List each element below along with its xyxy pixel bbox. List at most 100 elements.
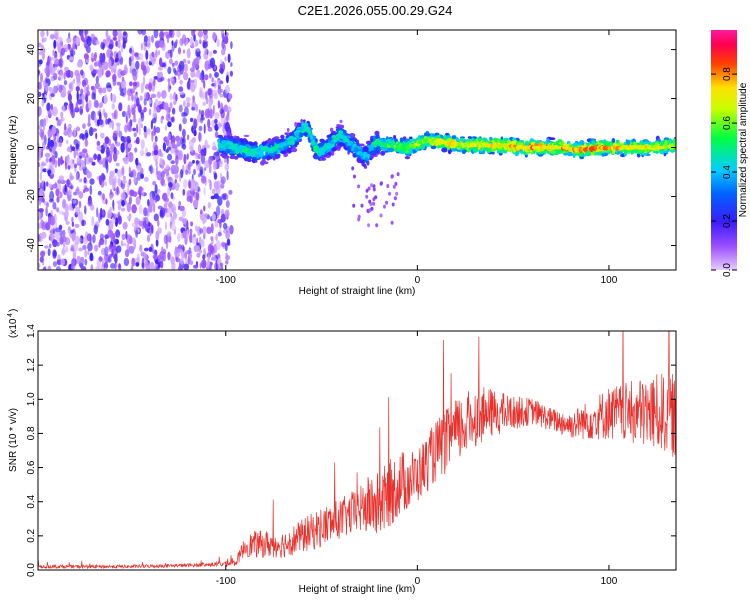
noise-cell <box>62 230 65 237</box>
noise-cell <box>190 221 193 226</box>
noise-cell <box>195 104 198 112</box>
spectrum-cell <box>522 151 526 154</box>
noise-cell <box>144 217 149 225</box>
spectrum-cell <box>322 156 325 161</box>
noise-cell <box>170 221 172 228</box>
noise-cell <box>53 228 56 234</box>
noise-cell <box>58 157 61 167</box>
ridge-cell <box>354 147 359 151</box>
y-tick-label: 20 <box>26 93 37 105</box>
noise-cell <box>157 91 161 98</box>
noise-cell <box>50 34 55 40</box>
noise-cell <box>96 145 101 151</box>
noise-cell <box>76 172 78 181</box>
noise-cell <box>167 231 171 237</box>
noise-cell <box>87 36 92 46</box>
noise-cell <box>152 118 157 124</box>
noise-cell <box>165 164 168 169</box>
spectrum-cell <box>394 148 396 151</box>
noise-cell <box>39 199 41 205</box>
noise-cell <box>156 166 158 175</box>
noise-cell <box>175 146 178 154</box>
noise-cell <box>98 242 100 248</box>
spectrum-cell <box>275 154 281 158</box>
noise-cell <box>193 199 198 208</box>
noise-cell <box>141 43 143 51</box>
spectrum-cell <box>524 142 529 146</box>
noise-cell <box>179 206 185 212</box>
noise-cell <box>139 204 143 214</box>
noise-cell <box>158 128 160 132</box>
noise-cell <box>118 263 120 268</box>
noise-cell <box>179 80 183 85</box>
noise-cell <box>214 173 217 180</box>
spectrum-cell <box>273 157 276 161</box>
noise-cell <box>203 206 205 212</box>
noise-cell <box>39 223 42 230</box>
noise-cell <box>121 70 126 74</box>
noise-cell <box>198 173 201 177</box>
noise-cell <box>94 225 98 235</box>
noise-cell <box>62 86 66 96</box>
noise-cell <box>77 157 82 164</box>
spectrum-cell <box>549 137 555 140</box>
spectrum-cell <box>405 156 410 159</box>
noise-cell <box>71 266 76 270</box>
spectrum-cell <box>409 150 413 154</box>
noise-cell <box>90 252 94 261</box>
spectrum-cell <box>483 139 486 142</box>
noise-cell <box>108 229 114 237</box>
spectrum-cell <box>315 156 320 159</box>
noise-cell <box>42 162 47 166</box>
noise-cell <box>160 158 163 165</box>
noise-cell <box>195 48 200 52</box>
noise-cell <box>175 136 180 142</box>
noise-cell <box>154 214 159 222</box>
noise-cell <box>124 157 129 164</box>
noise-cell <box>91 216 94 226</box>
noise-cell <box>179 173 181 183</box>
noise-cell <box>105 118 108 124</box>
noise-cell <box>86 169 89 173</box>
spectrum-cell <box>656 151 659 154</box>
spectrum-cell <box>591 140 595 145</box>
noise-cell <box>47 169 51 174</box>
noise-cell <box>102 258 104 268</box>
noise-cell <box>111 249 113 255</box>
noise-cell <box>208 109 214 118</box>
noise-cell <box>42 141 45 150</box>
spectrum-cell <box>366 141 372 145</box>
noise-cell <box>223 229 228 234</box>
noise-cell <box>191 28 195 36</box>
noise-cell <box>201 239 204 248</box>
x-tick-label: 0 <box>415 275 421 286</box>
noise-cell <box>48 248 51 256</box>
spectrum-cell <box>352 204 355 208</box>
spectrogram-y-label: Frequency (Hz) <box>8 116 19 185</box>
noise-cell <box>76 256 80 265</box>
noise-cell <box>173 164 178 173</box>
noise-cell <box>204 74 209 80</box>
colorbar-tick-label: 0.0 <box>722 263 733 277</box>
noise-cell <box>75 207 80 215</box>
noise-cell <box>129 236 132 245</box>
spectrum-cell <box>624 150 627 155</box>
noise-cell <box>64 123 66 131</box>
noise-cell <box>113 69 116 74</box>
spectrum-cell <box>318 143 324 147</box>
spectrum-cell <box>579 140 584 145</box>
noise-cell <box>219 80 223 84</box>
noise-cell <box>200 149 204 156</box>
noise-cell <box>79 237 81 244</box>
noise-cell <box>206 97 209 104</box>
spectrum-cell <box>344 133 347 136</box>
noise-cell <box>106 219 110 226</box>
noise-cell <box>89 178 94 185</box>
noise-cell <box>221 49 225 56</box>
noise-cell <box>215 234 217 241</box>
noise-cell <box>87 233 92 241</box>
noise-cell <box>140 150 145 157</box>
noise-cell <box>153 108 157 118</box>
noise-cell <box>106 49 110 58</box>
noise-cell <box>88 158 93 163</box>
